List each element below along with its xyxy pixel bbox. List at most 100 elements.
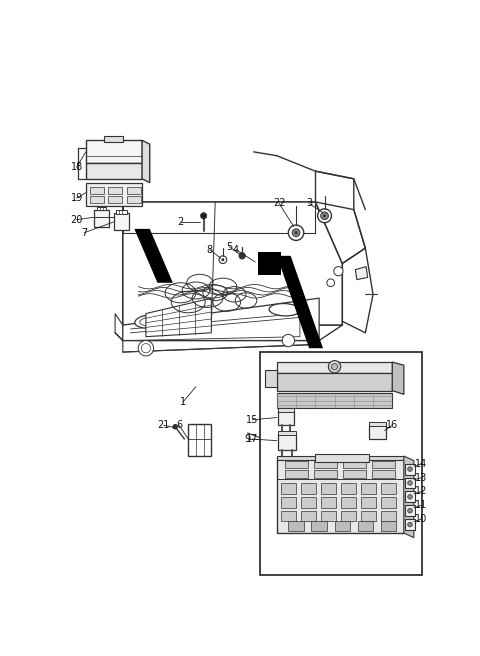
Bar: [108, 195, 122, 203]
Bar: [381, 522, 396, 531]
Polygon shape: [134, 229, 173, 283]
Polygon shape: [406, 464, 415, 474]
Circle shape: [408, 508, 412, 513]
Polygon shape: [278, 411, 294, 425]
Bar: [312, 522, 327, 531]
Bar: [343, 470, 366, 478]
Polygon shape: [278, 434, 296, 450]
Polygon shape: [265, 370, 277, 387]
Circle shape: [408, 467, 412, 472]
Text: 20: 20: [71, 215, 83, 224]
Text: 15: 15: [246, 415, 258, 425]
Bar: [361, 497, 376, 508]
Polygon shape: [355, 266, 368, 279]
Text: 19: 19: [71, 193, 83, 203]
Bar: [288, 522, 304, 531]
Bar: [341, 497, 356, 508]
Polygon shape: [277, 256, 323, 348]
Polygon shape: [86, 182, 142, 206]
Polygon shape: [406, 505, 415, 516]
Text: 6: 6: [176, 420, 182, 430]
Polygon shape: [277, 362, 392, 373]
Ellipse shape: [269, 304, 300, 316]
Bar: [381, 497, 396, 508]
Polygon shape: [142, 140, 150, 182]
Circle shape: [408, 481, 412, 485]
Circle shape: [288, 225, 304, 240]
Text: 7: 7: [81, 228, 87, 237]
Circle shape: [239, 253, 245, 259]
Polygon shape: [146, 298, 211, 337]
Bar: [90, 186, 104, 194]
Bar: [314, 470, 337, 478]
Bar: [285, 470, 308, 478]
Circle shape: [332, 363, 337, 370]
Bar: [321, 510, 336, 522]
Bar: [300, 483, 316, 494]
Circle shape: [292, 229, 300, 237]
Circle shape: [408, 522, 412, 527]
Polygon shape: [94, 210, 109, 226]
Circle shape: [201, 213, 207, 219]
Text: 16: 16: [386, 420, 398, 430]
Bar: [381, 510, 396, 522]
Polygon shape: [86, 140, 142, 163]
Circle shape: [202, 215, 205, 217]
Text: 1: 1: [180, 397, 186, 407]
Polygon shape: [392, 362, 404, 394]
Circle shape: [282, 335, 295, 346]
Circle shape: [323, 215, 326, 217]
Circle shape: [327, 279, 335, 287]
Polygon shape: [406, 519, 415, 530]
Polygon shape: [115, 314, 123, 340]
Circle shape: [141, 344, 151, 353]
Text: 5: 5: [226, 241, 232, 252]
Bar: [314, 461, 337, 468]
Bar: [358, 522, 373, 531]
Polygon shape: [123, 298, 319, 340]
Circle shape: [334, 266, 343, 276]
Bar: [372, 461, 396, 468]
Bar: [361, 510, 376, 522]
Polygon shape: [277, 456, 404, 460]
Text: 8: 8: [207, 245, 213, 255]
Bar: [281, 497, 296, 508]
Ellipse shape: [140, 317, 164, 326]
Circle shape: [321, 212, 328, 220]
Polygon shape: [258, 252, 281, 275]
Text: 21: 21: [157, 420, 170, 430]
Polygon shape: [315, 455, 369, 462]
Polygon shape: [369, 422, 386, 426]
Text: 11: 11: [415, 501, 428, 510]
Text: 3: 3: [306, 199, 312, 209]
Circle shape: [173, 424, 178, 429]
Bar: [281, 483, 296, 494]
Bar: [341, 483, 356, 494]
Polygon shape: [278, 432, 296, 435]
Text: 17: 17: [246, 434, 258, 444]
Bar: [341, 510, 356, 522]
Text: 4: 4: [233, 245, 239, 255]
Bar: [300, 497, 316, 508]
Polygon shape: [104, 136, 123, 142]
Circle shape: [219, 256, 227, 264]
Circle shape: [260, 435, 271, 446]
Bar: [361, 483, 376, 494]
Polygon shape: [277, 373, 392, 390]
Circle shape: [408, 495, 412, 499]
Polygon shape: [96, 207, 106, 211]
Polygon shape: [404, 456, 414, 538]
Bar: [90, 195, 104, 203]
Polygon shape: [116, 211, 127, 215]
Polygon shape: [114, 213, 129, 230]
Bar: [108, 186, 122, 194]
Bar: [321, 483, 336, 494]
Text: 13: 13: [415, 472, 428, 483]
Polygon shape: [188, 424, 211, 456]
Bar: [127, 186, 141, 194]
Text: 10: 10: [415, 514, 428, 524]
Circle shape: [138, 340, 154, 356]
Circle shape: [318, 209, 332, 222]
Bar: [321, 497, 336, 508]
Text: 2: 2: [178, 217, 184, 227]
